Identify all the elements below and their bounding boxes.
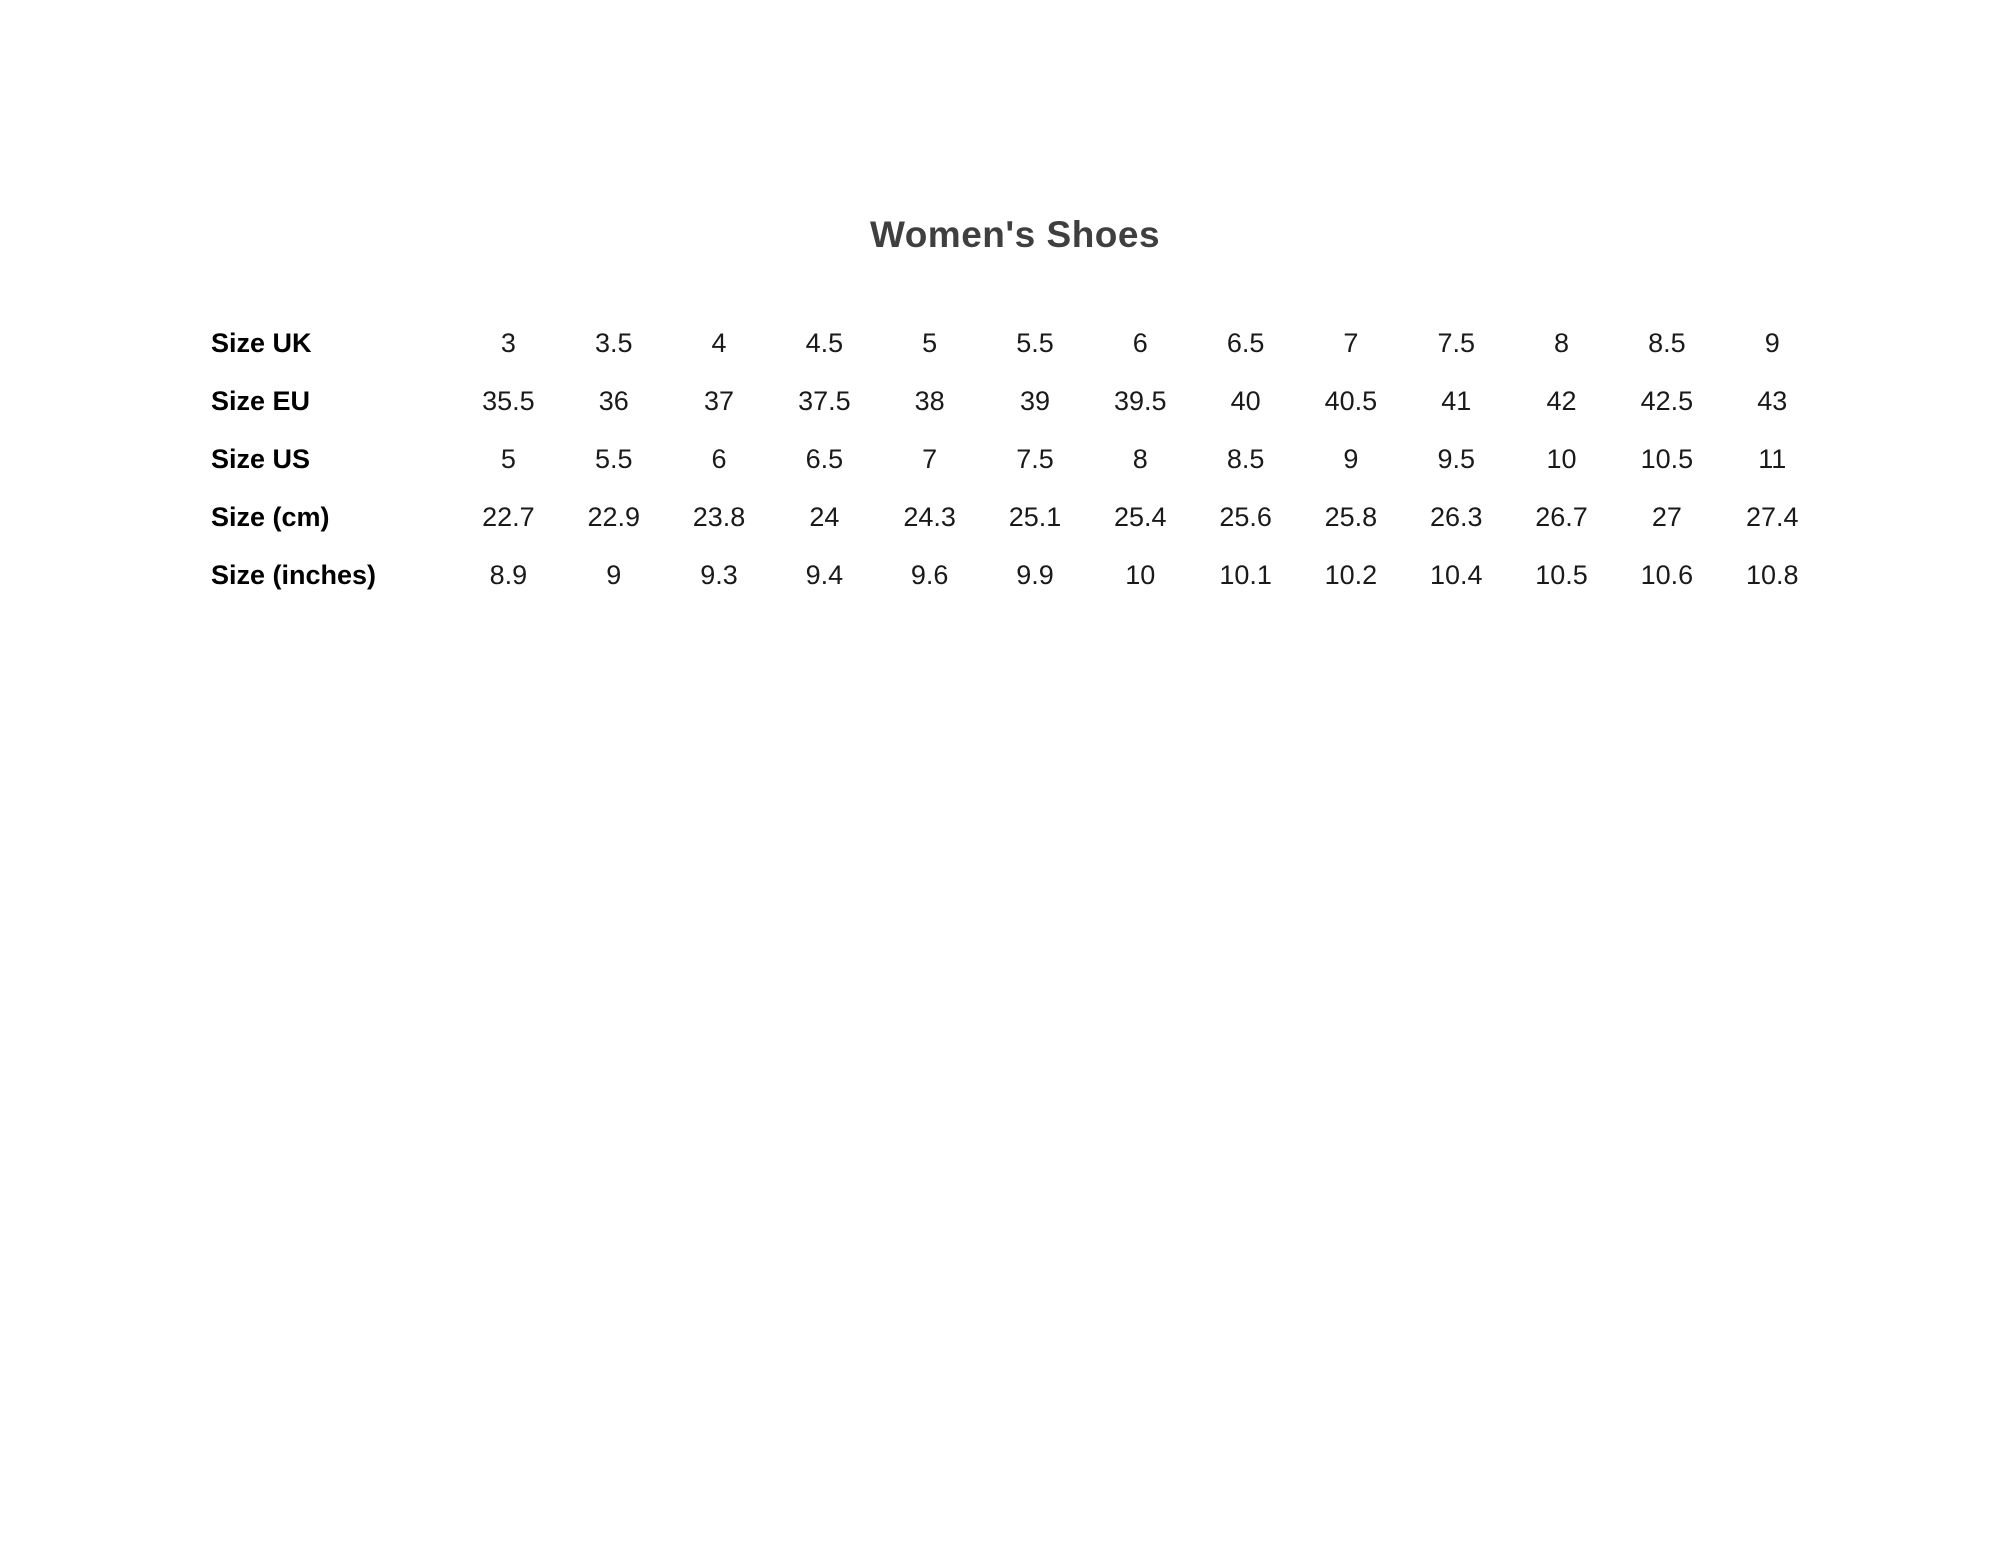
size-cell: 8.9 bbox=[489, 559, 528, 590]
size-cell: 25.8 bbox=[1324, 501, 1378, 532]
size-cell: 25.6 bbox=[1219, 501, 1272, 532]
size-cell: 10.5 bbox=[1535, 559, 1588, 590]
size-cell: 10.6 bbox=[1640, 559, 1694, 590]
size-table-body: Size UK 3 3.5 4 4.5 5 5.5 6 6.5 7 7.5 8 8.5 9 Size EU 3… bbox=[205, 314, 1825, 604]
size-cell: 4 bbox=[711, 327, 727, 358]
size-cell: 9 bbox=[1343, 443, 1359, 474]
size-cell: 25.4 bbox=[1114, 501, 1167, 532]
size-cell: 11 bbox=[1758, 443, 1787, 474]
size-cell: 7 bbox=[922, 443, 938, 474]
table-row: Size US 5 5.5 6 6.5 7 7.5 8 8.5 9 9.5 10 10.5 11 bbox=[205, 430, 1825, 488]
size-conversion-table: Size UK 3 3.5 4 4.5 5 5.5 6 6.5 7 7.5 8 8.5 9 Size EU 3… bbox=[205, 314, 1825, 604]
size-cell: 24.3 bbox=[903, 501, 956, 532]
size-cell: 10 bbox=[1546, 443, 1577, 474]
table-row: Size (inches) 8.9 9 9.3 9.4 9.6 9.9 10 10.1 10.2 1… bbox=[205, 546, 1825, 604]
size-cell: 6 bbox=[1132, 327, 1148, 358]
size-cell: 41 bbox=[1441, 385, 1472, 416]
size-cell: 40 bbox=[1230, 385, 1261, 416]
size-cell: 37.5 bbox=[798, 385, 851, 416]
size-cell: 6.5 bbox=[805, 443, 844, 474]
size-cell: 27 bbox=[1651, 501, 1682, 532]
size-cell: 22.9 bbox=[587, 501, 641, 532]
size-cell: 4.5 bbox=[805, 327, 844, 358]
size-cell: 8.5 bbox=[1226, 443, 1265, 474]
size-cell: 5 bbox=[922, 327, 938, 358]
size-cell: 38 bbox=[914, 385, 945, 416]
size-cell: 10.5 bbox=[1640, 443, 1694, 474]
size-chart-section: Women's Shoes Size UK 3 3.5 4 4.5 5 5.5 6 6.5 7 7.… bbox=[205, 214, 1825, 604]
size-cell: 9.5 bbox=[1437, 443, 1475, 474]
size-cell: 7.5 bbox=[1016, 443, 1054, 474]
size-cell: 7.5 bbox=[1437, 327, 1475, 358]
size-cell: 10.8 bbox=[1745, 559, 1799, 590]
size-cell: 10.1 bbox=[1219, 559, 1272, 590]
size-cell: 9.9 bbox=[1016, 559, 1054, 590]
size-cell: 42.5 bbox=[1640, 385, 1694, 416]
table-row: Size (cm) 22.7 22.9 23.8 24 24.3 25.1 25.4 25.6 2… bbox=[205, 488, 1825, 546]
size-cell: 35.5 bbox=[482, 385, 535, 416]
size-cell: 9.4 bbox=[805, 559, 844, 590]
size-cell: 23.8 bbox=[692, 501, 746, 532]
table-row: Size UK 3 3.5 4 4.5 5 5.5 6 6.5 7 7.5 8 8.5 9 bbox=[205, 314, 1825, 372]
page-title: Women's Shoes bbox=[869, 214, 1161, 255]
size-cell: 7 bbox=[1343, 327, 1359, 358]
row-label: Size (inches) bbox=[211, 559, 377, 590]
size-cell: 9 bbox=[606, 559, 622, 590]
size-cell: 3 bbox=[500, 327, 516, 358]
size-cell: 6 bbox=[711, 443, 727, 474]
size-cell: 39 bbox=[1019, 385, 1050, 416]
size-cell: 10.2 bbox=[1324, 559, 1378, 590]
table-row: Size EU 35.5 36 37 37.5 38 39 39.5 40 40.5 41 42 42.… bbox=[205, 372, 1825, 430]
size-cell: 43 bbox=[1757, 385, 1788, 416]
size-cell: 26.7 bbox=[1535, 501, 1588, 532]
size-cell: 24 bbox=[809, 501, 840, 532]
row-label: Size (cm) bbox=[211, 501, 330, 532]
size-cell: 42 bbox=[1546, 385, 1577, 416]
size-cell: 27.4 bbox=[1745, 501, 1799, 532]
row-label: Size EU bbox=[211, 385, 311, 416]
size-cell: 40.5 bbox=[1324, 385, 1378, 416]
size-cell: 9.6 bbox=[910, 559, 949, 590]
size-cell: 8 bbox=[1554, 327, 1570, 358]
row-label: Size UK bbox=[211, 327, 312, 358]
size-cell: 5.5 bbox=[1016, 327, 1054, 358]
size-cell: 6.5 bbox=[1226, 327, 1265, 358]
size-cell: 3.5 bbox=[594, 327, 633, 358]
size-cell: 9.3 bbox=[700, 559, 738, 590]
size-cell: 5 bbox=[500, 443, 516, 474]
size-cell: 36 bbox=[598, 385, 629, 416]
size-cell: 8.5 bbox=[1648, 327, 1686, 358]
row-label: Size US bbox=[211, 443, 311, 474]
size-cell: 5.5 bbox=[594, 443, 633, 474]
size-cell: 39.5 bbox=[1114, 385, 1167, 416]
size-cell: 10 bbox=[1125, 559, 1156, 590]
size-cell: 26.3 bbox=[1429, 501, 1483, 532]
size-cell: 22.7 bbox=[482, 501, 535, 532]
size-cell: 8 bbox=[1132, 443, 1148, 474]
size-cell: 9 bbox=[1764, 327, 1780, 358]
size-cell: 25.1 bbox=[1008, 501, 1062, 532]
size-cell: 37 bbox=[704, 385, 735, 416]
size-cell: 10.4 bbox=[1429, 559, 1483, 590]
